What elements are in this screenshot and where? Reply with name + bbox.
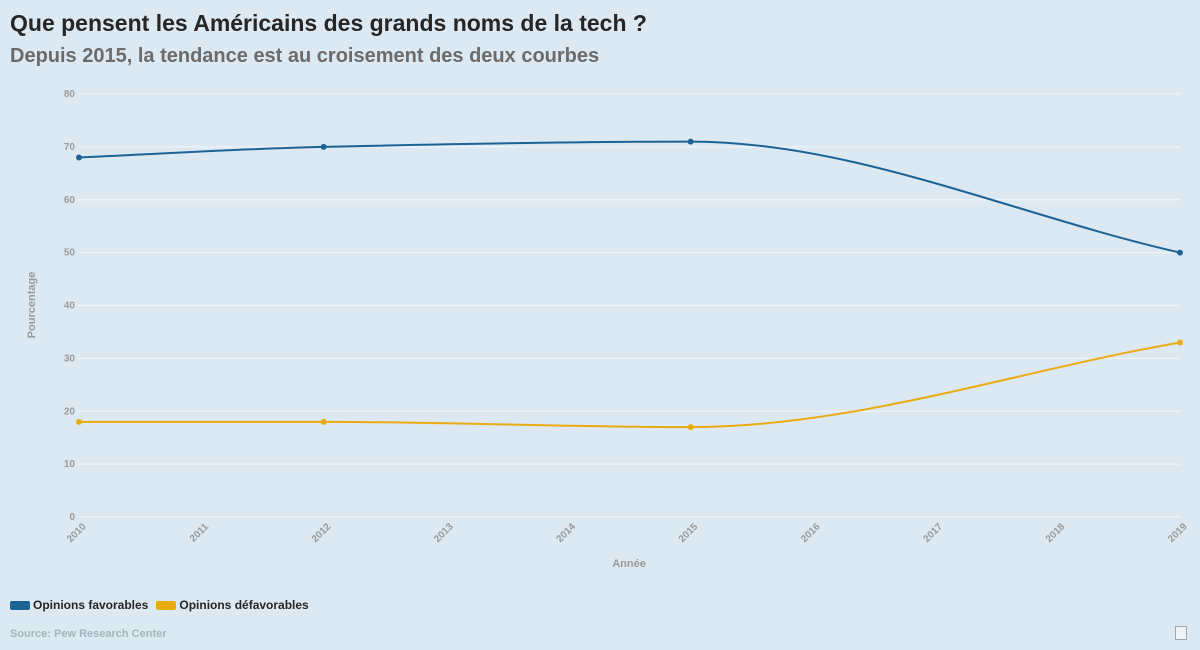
y-tick-label: 80: [64, 89, 76, 100]
y-tick-label: 0: [69, 512, 75, 523]
y-tick-label: 40: [64, 301, 76, 312]
x-tick-label: 2016: [799, 521, 823, 545]
chart-subtitle: Depuis 2015, la tendance est au croiseme…: [10, 45, 600, 67]
data-point[interactable]: [76, 154, 82, 161]
x-tick-label: 2014: [554, 521, 578, 545]
x-tick-label: 2011: [188, 521, 211, 544]
data-point[interactable]: [1177, 249, 1183, 256]
y-tick-labels: 0 10 20 30 40 50 60 70 80: [64, 89, 76, 523]
data-point[interactable]: [687, 424, 694, 431]
legend: Opinions favorables Opinions défavorables: [10, 598, 317, 612]
x-tick-labels: 2010 2011 2012 2013 2014 2015 2016 2017 2018 2019: [65, 521, 1190, 545]
legend-item[interactable]: Opinions défavorables: [156, 598, 309, 612]
series-line-1: [78, 140, 1181, 254]
source-note: Source: Pew Research Center: [10, 628, 167, 640]
x-tick-label: 2018: [1044, 521, 1068, 545]
x-tick-label: 2010: [65, 521, 89, 545]
y-tick-label: 60: [64, 195, 76, 206]
data-point[interactable]: [76, 418, 82, 425]
series-line-2: [79, 341, 1181, 429]
grid-lines: [79, 93, 1180, 518]
data-point[interactable]: [1177, 339, 1183, 346]
data-point[interactable]: [320, 418, 327, 425]
chart-title: Que pensent les Américains des grands no…: [10, 10, 647, 36]
x-tick-label: 2012: [310, 521, 334, 545]
x-axis-title: Année: [612, 558, 646, 570]
x-tick-label: 2017: [921, 521, 945, 545]
series-points: [76, 138, 1183, 431]
y-axis-title: Pourcentage: [26, 272, 38, 339]
x-tick-label: 2013: [432, 521, 456, 545]
y-tick-label: 30: [64, 353, 76, 364]
x-tick-label: 2015: [677, 521, 701, 545]
y-tick-label: 70: [64, 142, 76, 153]
x-tick-label: 2019: [1166, 521, 1190, 545]
data-point[interactable]: [687, 138, 694, 145]
legend-label: Opinions favorables: [33, 598, 149, 612]
legend-item[interactable]: Opinions favorables: [10, 598, 148, 612]
y-tick-label: 20: [64, 406, 76, 417]
logo-image-placeholder: [1175, 626, 1187, 640]
y-tick-label: 50: [64, 248, 76, 259]
series-lines: [78, 140, 1181, 429]
legend-label: Opinions défavorables: [179, 598, 309, 612]
legend-swatch: [156, 600, 177, 610]
data-point[interactable]: [320, 143, 327, 150]
legend-swatch: [10, 600, 30, 610]
y-tick-label: 10: [64, 459, 76, 470]
